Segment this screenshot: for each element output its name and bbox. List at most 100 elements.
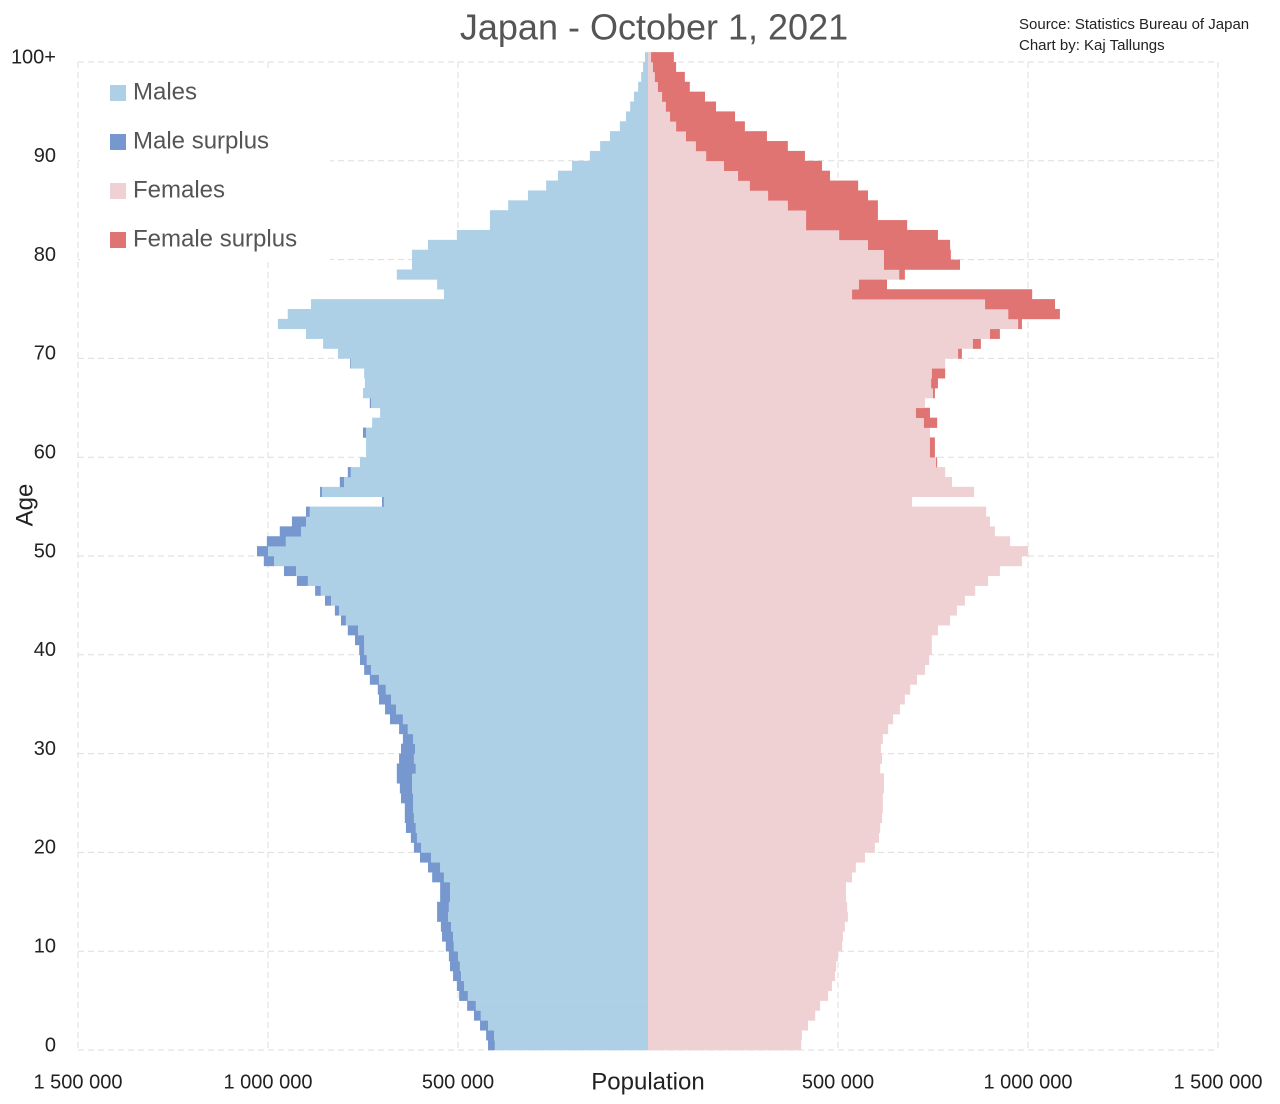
female-surplus-bar — [806, 210, 878, 221]
male-bar — [508, 200, 648, 211]
male-bar — [459, 961, 648, 972]
male-bar — [396, 269, 648, 280]
legend-swatch — [110, 85, 126, 101]
female-bar — [648, 733, 883, 745]
female-bar — [648, 743, 881, 754]
female-bar — [648, 793, 883, 804]
legend: Males Male surplus Females Female surplus — [80, 68, 330, 262]
female-bar — [648, 812, 883, 824]
male-bar — [589, 150, 648, 162]
male-surplus-bar — [355, 635, 365, 646]
female-bar — [648, 91, 663, 102]
female-bar — [648, 437, 930, 448]
male-surplus-bar — [404, 803, 414, 814]
male-surplus-bar — [378, 694, 392, 705]
male-bar — [287, 309, 648, 320]
female-bar — [648, 101, 666, 112]
female-bar — [648, 447, 930, 458]
male-bar — [306, 328, 648, 339]
male-bar — [321, 486, 648, 498]
male-surplus-bar — [467, 1000, 476, 1011]
female-bar — [648, 338, 973, 349]
male-bar — [331, 595, 648, 606]
female-bar — [648, 1030, 802, 1041]
male-surplus-bar — [364, 664, 371, 675]
female-surplus-bar — [933, 388, 935, 399]
x-tick-label: 1 500 000 — [34, 1071, 123, 1093]
male-bar — [413, 803, 648, 814]
female-bar — [648, 714, 894, 725]
male-surplus-bar — [347, 625, 359, 636]
chart-title: Japan - October 1, 2021 — [460, 7, 848, 48]
female-bar — [648, 1000, 821, 1011]
male-bar — [527, 190, 648, 201]
male-bar — [494, 1040, 648, 1051]
x-tick-label: 1 500 000 — [1174, 1071, 1263, 1093]
male-bar — [633, 91, 648, 102]
female-surplus-bar — [929, 447, 935, 458]
female-surplus-bar — [662, 91, 705, 102]
male-bar — [323, 338, 648, 349]
female-bar — [648, 259, 884, 270]
female-bar — [648, 328, 990, 339]
male-bar — [450, 891, 648, 903]
male-bar — [494, 1030, 648, 1041]
male-bar — [416, 832, 648, 843]
legend-swatch — [110, 232, 126, 248]
female-bar — [648, 1010, 816, 1021]
female-surplus-bar — [852, 289, 1033, 300]
male-bar — [412, 773, 648, 784]
female-bar — [648, 832, 880, 843]
male-bar — [413, 733, 648, 745]
male-bar — [644, 52, 648, 63]
male-bar — [364, 378, 648, 389]
x-tick-label: 1 000 000 — [984, 1071, 1073, 1093]
male-bar — [467, 990, 648, 1001]
legend-label: Females — [133, 176, 225, 203]
male-bar — [412, 259, 648, 270]
male-bar — [337, 348, 648, 359]
female-surplus-bar — [654, 71, 685, 83]
female-bar — [648, 872, 853, 883]
female-bar — [648, 486, 975, 498]
female-surplus-bar — [936, 457, 938, 468]
male-bar — [546, 180, 648, 191]
female-bar — [648, 1040, 802, 1051]
male-bar — [443, 872, 648, 883]
male-bar — [268, 546, 648, 557]
female-bar — [648, 318, 1019, 330]
male-bar — [310, 299, 648, 310]
male-bar — [488, 1020, 648, 1031]
male-bar — [370, 664, 648, 675]
male-bar — [350, 467, 648, 478]
female-bar — [648, 417, 924, 428]
legend-label: Male surplus — [133, 127, 269, 154]
y-tick-label: 70 — [34, 343, 56, 365]
female-surplus-bar — [929, 437, 935, 448]
male-surplus-bar — [410, 832, 417, 843]
female-bar — [648, 289, 853, 300]
y-axis-label: Age — [11, 484, 38, 527]
male-bar — [638, 81, 648, 92]
male-bar — [307, 575, 648, 586]
male-bar — [448, 901, 648, 912]
female-surplus-bar — [931, 378, 938, 389]
male-bar — [309, 506, 648, 517]
female-bar — [648, 674, 918, 685]
female-bar — [648, 704, 900, 715]
male-bar — [600, 141, 648, 152]
y-tick-label: 80 — [34, 244, 56, 266]
female-bar — [648, 635, 932, 646]
male-bar — [364, 644, 648, 656]
female-surplus-bar — [972, 338, 981, 349]
male-surplus-bar — [488, 1040, 495, 1051]
male-surplus-bar — [389, 714, 403, 725]
male-bar — [370, 397, 648, 409]
male-surplus-bar — [359, 644, 365, 656]
female-surplus-bar — [657, 81, 690, 92]
male-surplus-bar — [350, 358, 351, 369]
male-bar — [402, 714, 648, 725]
male-bar — [458, 951, 648, 962]
x-tick-label: 1 000 000 — [224, 1071, 313, 1093]
female-surplus-bar — [858, 279, 888, 290]
